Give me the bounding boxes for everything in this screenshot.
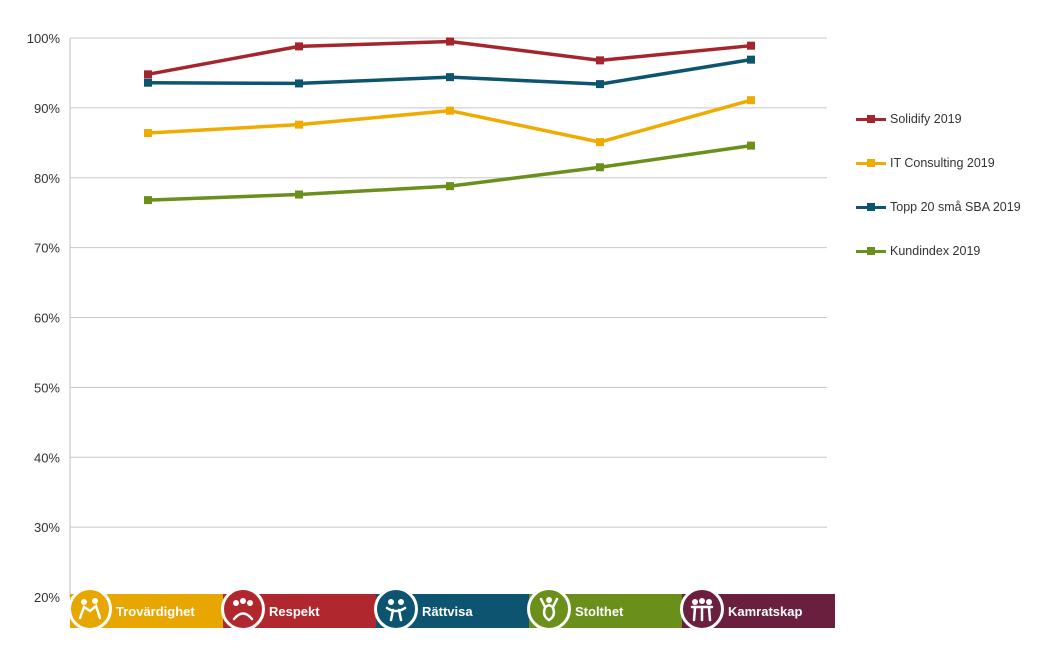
legend-item-topp-20: Topp 20 små SBA 2019	[856, 196, 1041, 218]
legend-label: Topp 20 små SBA 2019	[890, 200, 1021, 214]
legend-swatch	[856, 245, 886, 257]
data-point	[596, 163, 604, 172]
fair-play-people-icon	[374, 587, 418, 631]
y-tick-label: 80%	[34, 171, 60, 186]
data-point	[596, 56, 604, 65]
data-point	[446, 182, 454, 191]
series-0	[144, 37, 755, 79]
values-banner: Trovärdighet Respekt Rättvisa Stolthet K…	[68, 587, 835, 631]
data-point	[446, 73, 454, 82]
data-point	[596, 138, 604, 147]
band-stolthet: Stolthet	[527, 587, 682, 631]
handshake-people-icon	[68, 587, 112, 631]
legend-item-kundindex: Kundindex 2019	[856, 240, 1041, 262]
data-point	[295, 190, 303, 199]
band-label: Kamratskap	[728, 603, 803, 619]
series-lines	[144, 37, 755, 205]
data-point	[144, 129, 152, 138]
legend-item-it-consulting: IT Consulting 2019	[856, 152, 1041, 174]
band-label: Stolthet	[575, 603, 624, 619]
data-point	[295, 120, 303, 129]
y-tick-label: 70%	[34, 241, 60, 256]
team-people-icon	[680, 587, 724, 631]
band-respekt: Respekt	[221, 587, 376, 631]
series-2	[144, 55, 755, 89]
series-line	[147, 39, 752, 77]
legend-label: Solidify 2019	[890, 112, 962, 126]
data-point	[295, 79, 303, 88]
bowing-people-icon	[221, 587, 265, 631]
legend: Solidify 2019 IT Consulting 2019 Topp 20…	[856, 108, 1041, 284]
legend-swatch	[856, 201, 886, 213]
data-point	[747, 55, 755, 64]
legend-label: IT Consulting 2019	[890, 156, 995, 170]
data-point	[747, 141, 755, 150]
data-point	[144, 196, 152, 205]
series-3	[144, 141, 755, 205]
band-kamratskap: Kamratskap	[680, 587, 835, 631]
y-tick-label: 50%	[34, 380, 60, 395]
data-point	[295, 42, 303, 51]
y-tick-label: 90%	[34, 101, 60, 116]
legend-item-solidify: Solidify 2019	[856, 108, 1041, 130]
y-tick-label: 20%	[34, 590, 60, 605]
data-point	[446, 37, 454, 46]
legend-swatch	[856, 157, 886, 169]
series-1	[144, 96, 755, 147]
data-point	[144, 70, 152, 79]
proud-person-icon	[527, 587, 571, 631]
y-tick-label: 30%	[34, 520, 60, 535]
y-axis-ticks: 20% 30% 40% 50% 60% 70% 80% 90% 100%	[27, 31, 61, 605]
legend-label: Kundindex 2019	[890, 244, 981, 258]
y-tick-label: 100%	[27, 31, 61, 46]
data-point	[747, 41, 755, 50]
gridlines	[70, 37, 827, 598]
band-trovardighet: Trovärdighet	[68, 587, 223, 631]
data-point	[144, 78, 152, 87]
legend-swatch	[856, 113, 886, 125]
data-point	[596, 80, 604, 89]
band-label: Rättvisa	[422, 603, 473, 619]
series-line	[147, 143, 752, 202]
band-label: Trovärdighet	[116, 603, 195, 619]
y-tick-label: 40%	[34, 450, 60, 465]
data-point	[747, 96, 755, 105]
y-tick-label: 60%	[34, 311, 60, 326]
series-line	[147, 98, 752, 144]
data-point	[446, 106, 454, 115]
band-rattvisa: Rättvisa	[374, 587, 529, 631]
band-label: Respekt	[269, 603, 320, 619]
